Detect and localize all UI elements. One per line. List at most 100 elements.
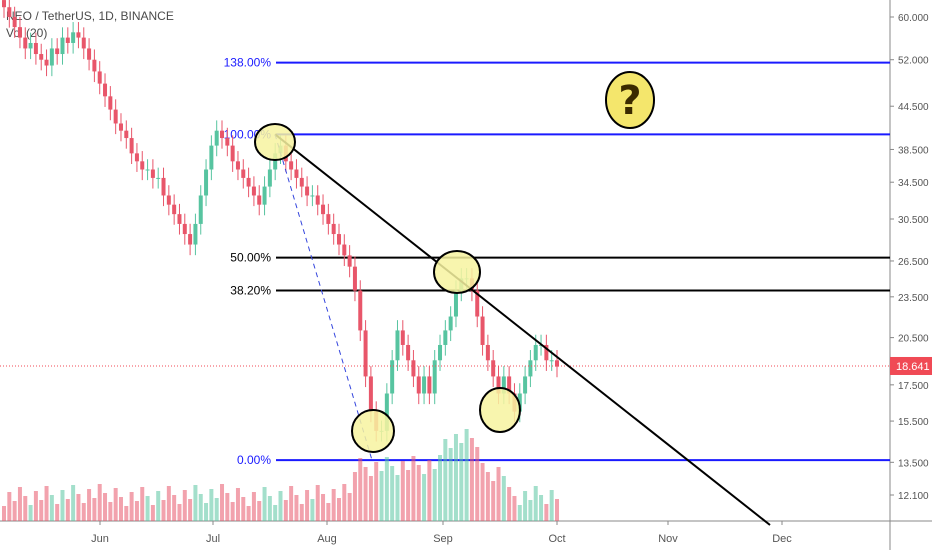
volume-bar [209,489,214,521]
candle-body [28,42,33,49]
y-tick-label-0: 60.000 [898,13,929,24]
candle-body [251,186,256,196]
x-tick-label-2: Aug [317,533,337,545]
volume-bar [182,490,187,521]
candle-body [507,376,512,394]
candle-body [44,59,49,66]
volume-bar [491,481,496,521]
volume-bar [555,499,559,521]
volume-bar [310,499,315,521]
volume-bar [523,491,528,521]
volume-bar [512,496,517,521]
volume-bar [438,455,443,521]
candle-body [55,48,60,55]
volume-bar [406,470,411,521]
volume-bar [124,506,129,521]
fib-label-2: 50.00% [230,251,271,265]
candle-body [406,344,411,361]
volume-bar [453,434,458,521]
candle-body [129,138,134,154]
candle-body [204,169,209,196]
volume-bar [235,488,240,521]
volume-bar [395,475,400,521]
y-tick-label-4: 34.500 [898,178,929,189]
candle-body [262,186,267,205]
volume-bar [33,491,38,521]
volume-title: Vol (20) [6,26,48,40]
candle-body [134,153,139,162]
candle-body [427,376,432,394]
volume-bar [23,496,28,521]
volume-bar [172,495,177,521]
volume-bar [241,497,246,521]
volume-bar [294,495,299,521]
volume-bar [374,462,379,521]
candle-body [230,145,235,162]
candle-body [113,109,118,124]
candle-body [103,83,108,97]
candle-body [528,360,533,377]
candle-body [145,169,150,171]
candle-body [523,376,528,394]
volume-bar [384,457,389,521]
volume-bar [539,495,544,521]
volume-bar [480,463,485,521]
candle-body [161,177,166,196]
candle-body [172,204,177,215]
volume-bar [331,489,336,521]
volume-bar [214,498,219,521]
fib-label-3: 38.20% [230,284,271,298]
candle-body [368,376,373,412]
volume-bar [432,469,437,521]
candle-body [241,169,246,178]
volume-bar [108,502,113,521]
candle-body [209,145,214,170]
candle-body [305,186,310,196]
volume-bar [427,460,432,521]
volume-bar [145,496,150,521]
volume-bar [358,458,363,521]
candle-body [235,161,240,170]
candle-body [315,195,320,205]
volume-bar [188,499,193,521]
y-tick-label-1: 52.000 [898,56,929,67]
candle-body [496,376,501,394]
candle-body [182,223,187,235]
volume-bar [368,476,373,521]
candle-body [501,376,506,394]
highlight-circle-2 [351,409,395,453]
candle-body [17,27,22,38]
fib-label-4: 0.00% [237,453,271,467]
volume-bar [97,484,102,521]
candle-body [331,223,336,235]
candle-body [432,360,437,394]
volume-bar [267,496,272,521]
candle-body [65,37,70,43]
volume-bar [400,461,405,521]
volume-bar [129,492,134,521]
volume-bar [28,505,33,521]
highlight-circle-0 [254,123,296,161]
candle-body [12,17,17,28]
candle-body [448,316,453,331]
candle-body [310,195,315,197]
volume-bar [501,476,506,521]
volume-bar [448,448,453,521]
volume-bar [507,487,512,521]
volume-bar [549,490,554,521]
candle-body [299,177,304,187]
candle-body [358,290,363,331]
fib-base-line [274,134,373,461]
candle-body [124,130,129,139]
candle-body [193,223,198,245]
volume-bar [544,504,549,521]
candle-body [411,360,416,377]
candle-body [544,344,549,361]
candle-body [416,376,421,394]
candle-body [225,138,230,146]
volume-bar [113,488,118,521]
candle-body [342,244,347,256]
candle-body [422,376,427,394]
candle-body [87,48,92,60]
